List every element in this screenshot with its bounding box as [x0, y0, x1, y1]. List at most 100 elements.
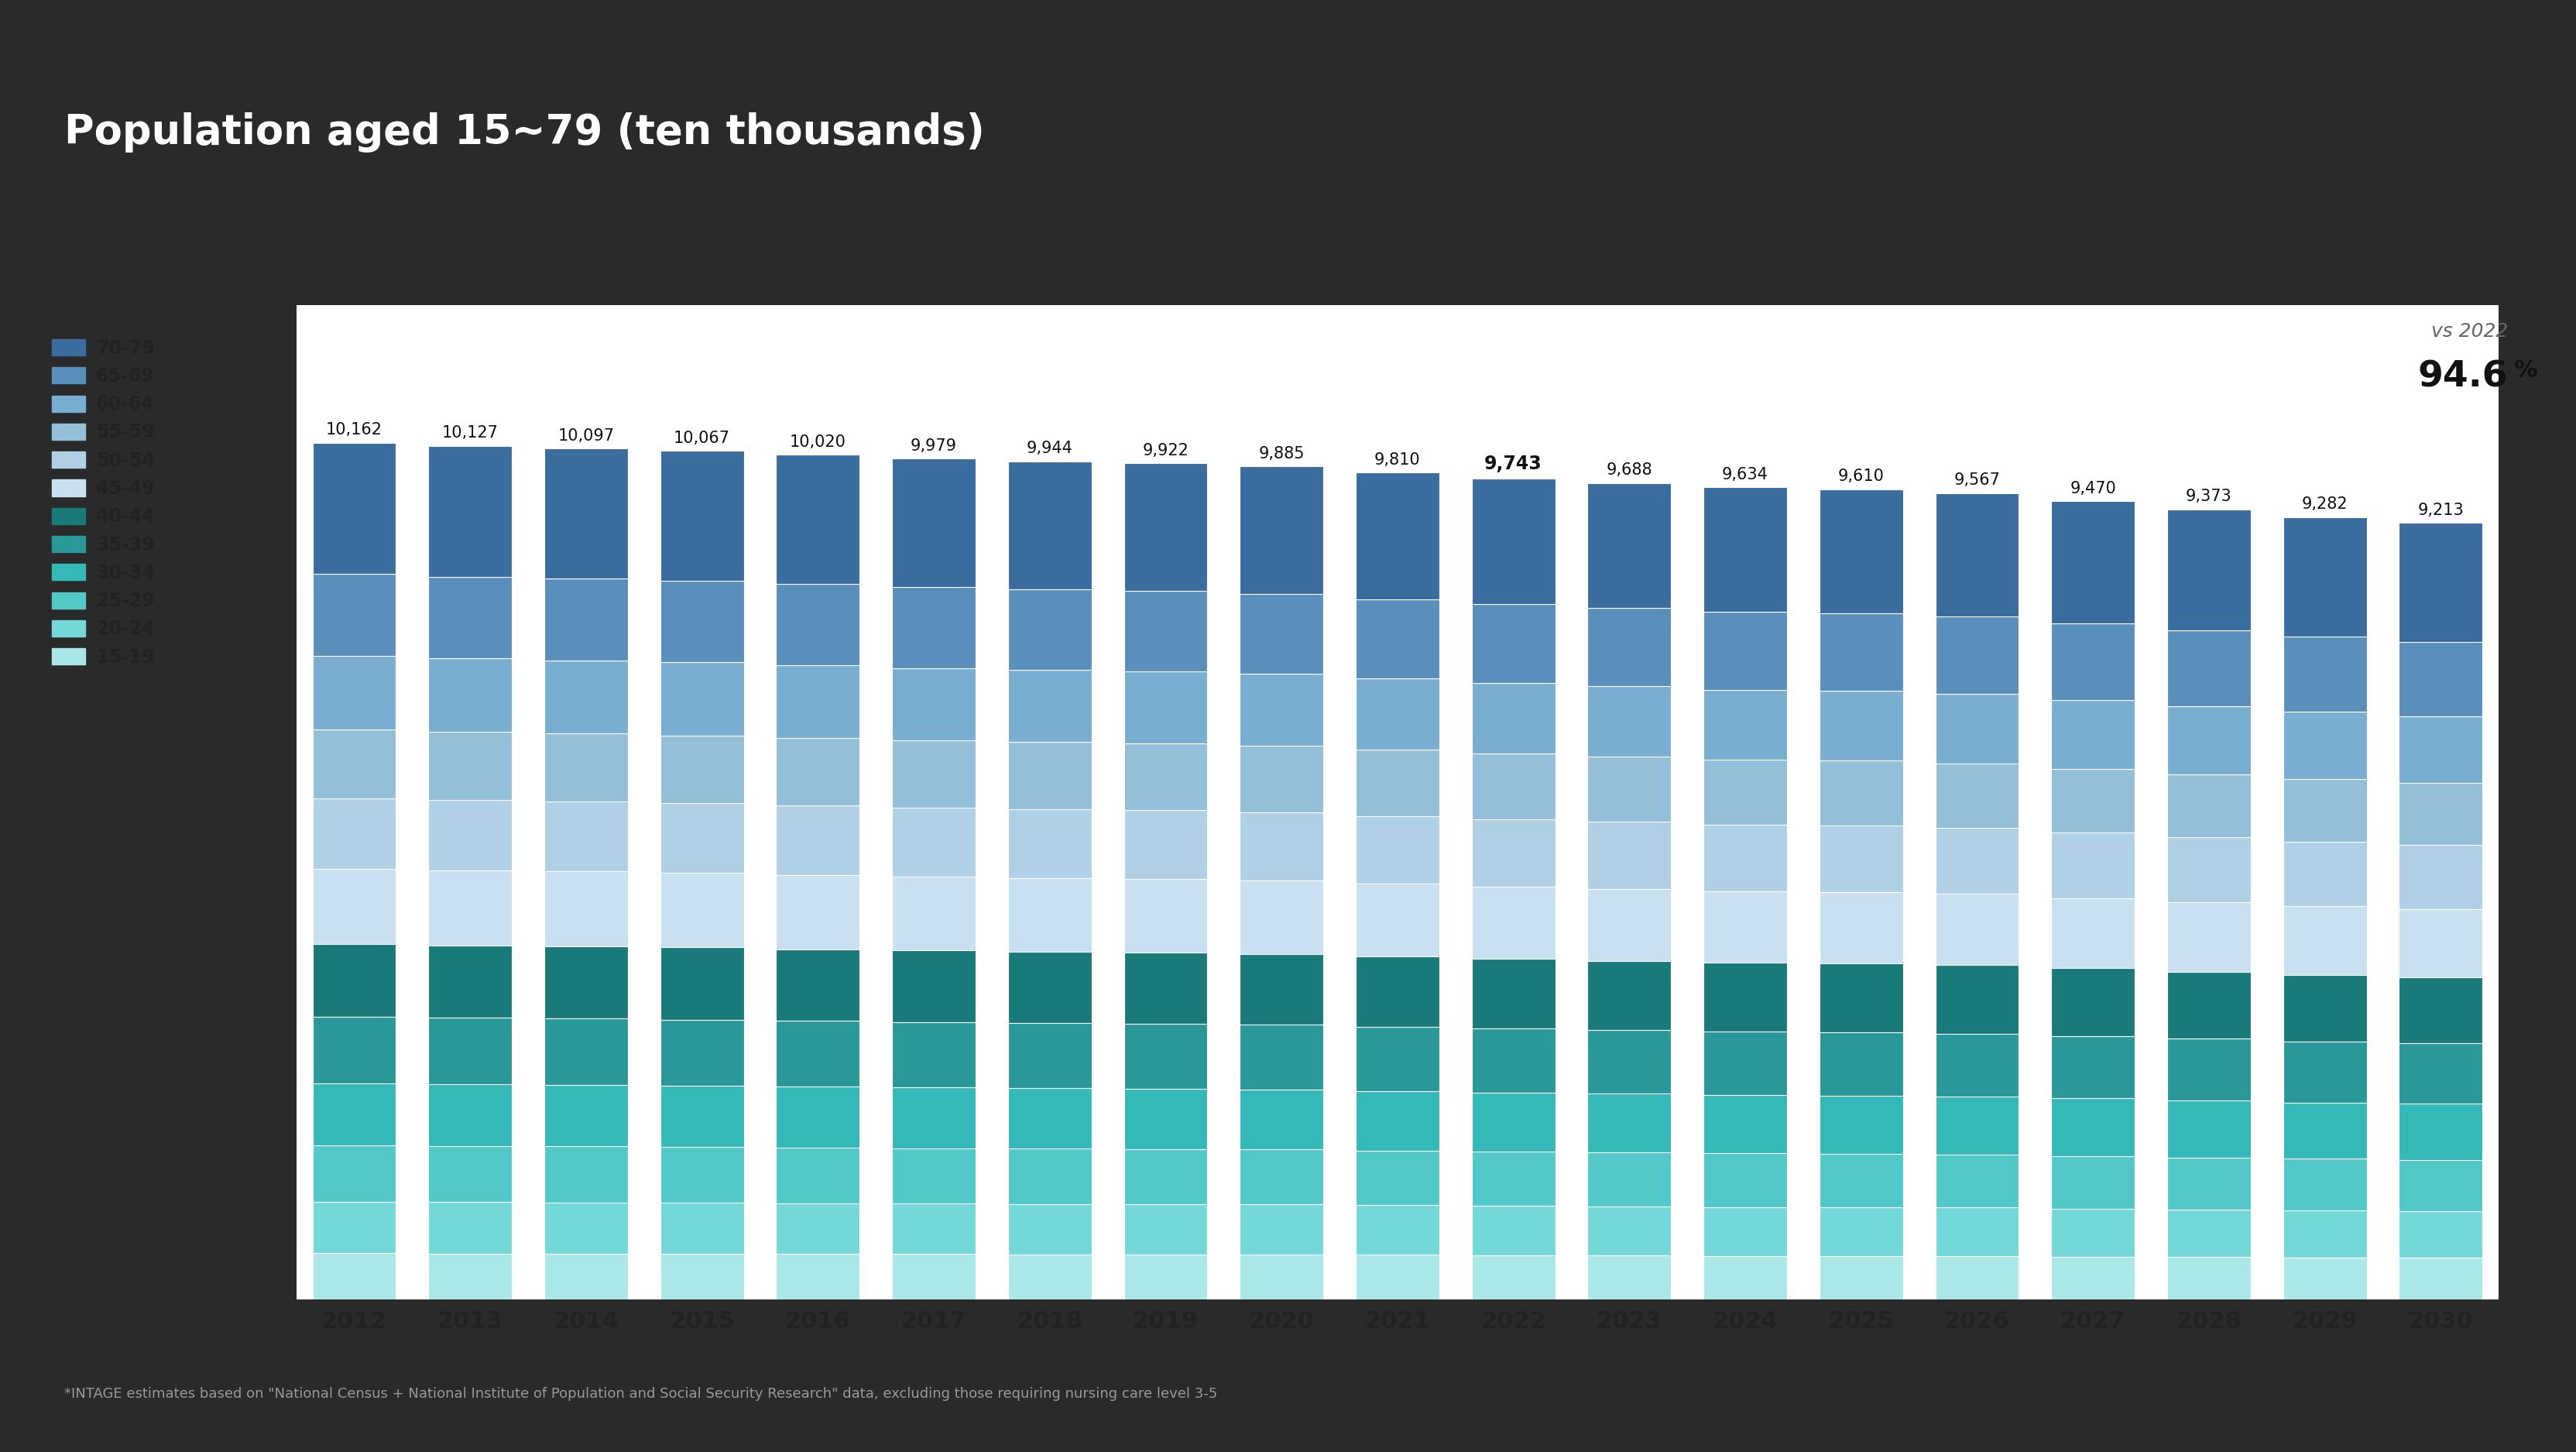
Bar — [1355, 816, 1440, 884]
Bar — [1471, 682, 1556, 754]
Bar — [1471, 1255, 1556, 1300]
Bar — [1587, 608, 1672, 687]
Bar — [891, 951, 976, 1022]
Bar — [1819, 1256, 1904, 1300]
Bar — [1587, 1093, 1672, 1153]
Bar — [1355, 1255, 1440, 1300]
Bar — [2166, 971, 2251, 1038]
Bar — [1703, 611, 1788, 690]
Bar — [1007, 809, 1092, 878]
Bar — [659, 662, 744, 735]
Bar — [428, 1146, 513, 1202]
Text: 9,885: 9,885 — [1260, 446, 1303, 462]
Bar — [1703, 1207, 1788, 1256]
Bar — [544, 579, 629, 661]
Bar — [1239, 1150, 1324, 1205]
Bar — [891, 1088, 976, 1149]
Bar — [1007, 1022, 1092, 1089]
Bar — [775, 874, 860, 950]
Bar — [1587, 961, 1672, 1029]
Text: 10,097: 10,097 — [559, 428, 613, 443]
Bar — [1239, 745, 1324, 812]
Bar — [2282, 1257, 2367, 1300]
Bar — [1355, 749, 1440, 816]
Bar — [659, 1086, 744, 1147]
Bar — [1355, 1150, 1440, 1205]
Bar — [1471, 478, 1556, 604]
Bar — [544, 871, 629, 947]
Bar — [544, 1147, 629, 1202]
Bar — [1935, 1208, 2020, 1256]
Bar — [1123, 1255, 1208, 1300]
Bar — [1239, 880, 1324, 954]
Bar — [1123, 463, 1208, 591]
Bar — [1007, 742, 1092, 809]
Legend: 70-79, 65-69, 60-64, 55-59, 50-54, 45-49, 40-44, 35-39, 30-34, 25-29, 20-24, 15-: 70-79, 65-69, 60-64, 55-59, 50-54, 45-49… — [52, 338, 155, 666]
Bar — [891, 668, 976, 741]
Text: 9,979: 9,979 — [909, 439, 958, 453]
Bar — [1239, 594, 1324, 674]
Bar — [1819, 761, 1904, 826]
Bar — [1935, 828, 2020, 894]
Bar — [1123, 1149, 1208, 1204]
Bar — [312, 799, 397, 868]
Text: 9,688: 9,688 — [1607, 463, 1651, 478]
Bar — [1703, 1153, 1788, 1207]
Bar — [1587, 1207, 1672, 1256]
Bar — [1123, 671, 1208, 743]
Bar — [891, 741, 976, 807]
Bar — [1471, 1092, 1556, 1151]
Text: *INTAGE estimates based on "National Census + National Institute of Population a: *INTAGE estimates based on "National Cen… — [64, 1387, 1218, 1401]
Bar — [891, 1149, 976, 1204]
Bar — [775, 1086, 860, 1147]
Text: Population aged 15~79 (ten thousands): Population aged 15~79 (ten thousands) — [64, 112, 984, 152]
Bar — [891, 459, 976, 587]
Bar — [1123, 953, 1208, 1024]
Bar — [2166, 510, 2251, 630]
Bar — [2282, 780, 2367, 842]
Bar — [1007, 1204, 1092, 1255]
Bar — [2398, 977, 2483, 1043]
Bar — [544, 1202, 629, 1253]
Bar — [1239, 674, 1324, 745]
Bar — [1123, 878, 1208, 953]
Bar — [1935, 617, 2020, 694]
Bar — [2398, 845, 2483, 909]
Bar — [1239, 1025, 1324, 1089]
Bar — [2282, 842, 2367, 906]
Bar — [1471, 958, 1556, 1028]
Bar — [1355, 884, 1440, 957]
Text: 9,470: 9,470 — [2071, 481, 2115, 497]
Bar — [1703, 963, 1788, 1031]
Bar — [2398, 523, 2483, 642]
Bar — [891, 587, 976, 668]
Bar — [2282, 1159, 2367, 1211]
Bar — [1703, 892, 1788, 963]
Bar — [2050, 700, 2136, 768]
Bar — [2282, 711, 2367, 780]
Bar — [428, 659, 513, 732]
Bar — [1819, 1207, 1904, 1256]
Bar — [2166, 1101, 2251, 1157]
Bar — [775, 738, 860, 806]
Bar — [1587, 822, 1672, 889]
Bar — [659, 581, 744, 662]
Text: 9,213: 9,213 — [2419, 502, 2463, 518]
Bar — [2166, 838, 2251, 902]
Bar — [1239, 466, 1324, 594]
Bar — [544, 1253, 629, 1300]
Bar — [428, 870, 513, 945]
Bar — [1239, 1255, 1324, 1300]
Text: 9,810: 9,810 — [1376, 452, 1419, 468]
Bar — [1123, 1089, 1208, 1149]
Bar — [659, 1253, 744, 1300]
Bar — [659, 1147, 744, 1202]
Bar — [1007, 1149, 1092, 1204]
Bar — [1819, 691, 1904, 761]
Bar — [2282, 517, 2367, 637]
Bar — [1007, 878, 1092, 951]
Bar — [891, 877, 976, 951]
Bar — [2282, 637, 2367, 711]
Bar — [2282, 974, 2367, 1041]
Bar — [428, 446, 513, 576]
